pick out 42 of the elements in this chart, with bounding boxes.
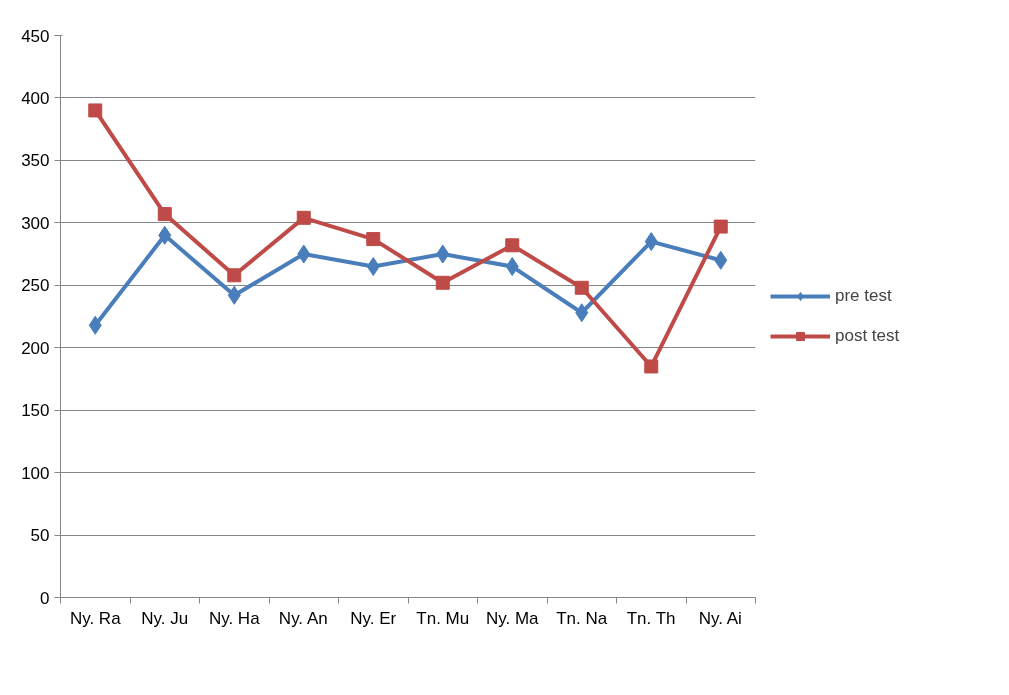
legend-label: pre test [835, 286, 892, 306]
point [366, 257, 380, 277]
y-tick-label: 250 [21, 276, 50, 296]
point [366, 232, 381, 247]
y-tick-label: 450 [21, 26, 50, 46]
x-tick-label: Ny. Ha [208, 608, 261, 628]
point [296, 210, 311, 225]
x-tick-label: Tn. Mu [416, 608, 470, 628]
x-tick-label: Ny. Ra [69, 608, 122, 628]
point [713, 219, 728, 234]
point [505, 238, 520, 253]
y-tick-label: 0 [40, 588, 50, 608]
point [436, 244, 450, 264]
point [297, 244, 311, 264]
point [435, 275, 450, 290]
point [88, 103, 103, 118]
point [158, 225, 172, 245]
y-tick-label: 150 [21, 401, 50, 421]
point [714, 250, 728, 270]
x-tick-label: Ny. Er [350, 608, 397, 628]
point [227, 268, 242, 283]
x-tick-label: Ny. An [278, 608, 328, 628]
point [88, 315, 102, 335]
point [644, 232, 658, 252]
point [505, 257, 519, 277]
y-tick-label: 400 [21, 88, 50, 108]
point [574, 280, 589, 295]
y-tick-label: 50 [30, 526, 50, 546]
point [575, 303, 589, 323]
x-tick-label: Ny. Ai [698, 608, 742, 628]
point [644, 359, 659, 374]
y-tick-label: 300 [21, 213, 50, 233]
x-tick-label: Ny. Ma [485, 608, 540, 628]
x-tick-label: Tn. Na [556, 608, 608, 628]
y-tick-label: 350 [21, 151, 50, 171]
y-tick-label: 200 [21, 338, 50, 358]
point [157, 207, 172, 222]
point [227, 285, 241, 305]
y-tick-label: 100 [21, 463, 50, 483]
x-tick-label: Ny. Ju [141, 608, 189, 628]
legend-label: post test [835, 326, 900, 346]
x-tick-label: Tn. Th [626, 608, 676, 628]
